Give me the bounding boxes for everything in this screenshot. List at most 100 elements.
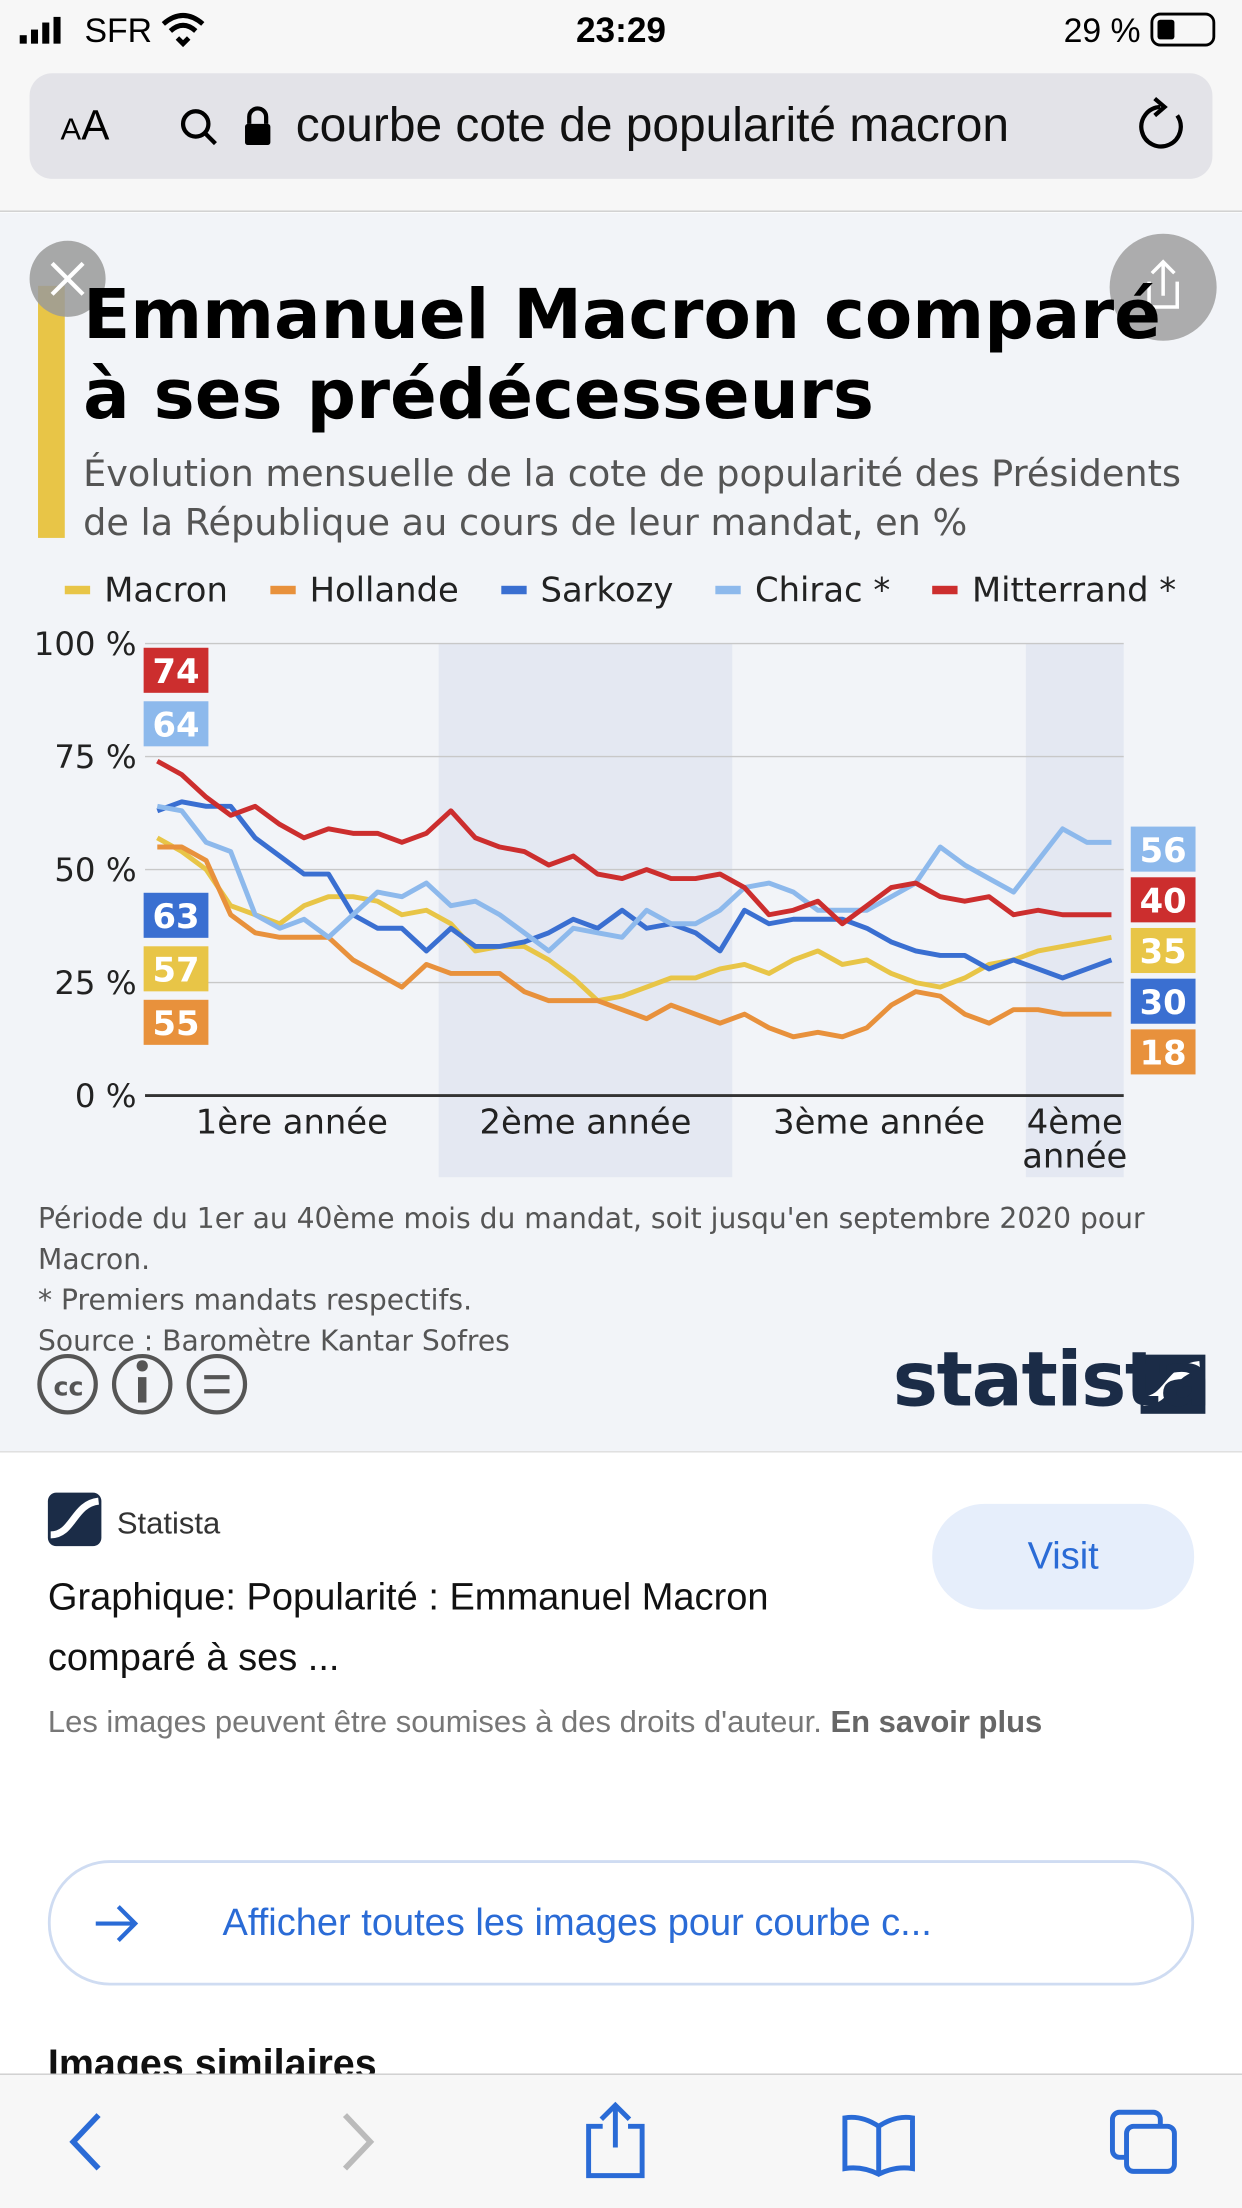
result-title[interactable]: Graphique: Popularité : Emmanuel Macron … <box>47 1575 769 1679</box>
value-label: 35 <box>1140 932 1187 971</box>
y-tick-label: 50 % <box>54 851 136 889</box>
reload-arrow <box>1153 96 1168 118</box>
period-label: 4ème année <box>1022 1102 1128 1176</box>
reload-icon[interactable] <box>1139 104 1183 149</box>
share-icon <box>1147 259 1179 309</box>
y-tick-label: 0 % <box>75 1077 137 1115</box>
note: * Premiers mandats respectifs. <box>38 1282 473 1317</box>
legend: Macron Hollande Sarkozy Chirac * Mitterrand … <box>64 570 1177 610</box>
notes: Période du 1er au 40ème mois du mandat, … <box>38 1198 1242 1361</box>
bookmarks-button[interactable] <box>842 2114 915 2177</box>
y-tick-label: 100 % <box>34 625 137 663</box>
copyright-notice: Les images peuvent être soumises à des d… <box>48 1693 1160 1751</box>
battery-level <box>1157 19 1175 40</box>
value-badge <box>1130 877 1196 923</box>
value-label: 63 <box>153 897 200 936</box>
chart-subtitle: Évolution mensuelle de la cote de popula… <box>83 453 1182 545</box>
cc-text: cc <box>54 1371 84 1401</box>
value-badge <box>143 892 209 938</box>
legend-label: Hollande <box>309 570 459 610</box>
toolbar <box>0 2074 1242 2208</box>
forward-button[interactable] <box>342 2113 375 2171</box>
by-icon-head <box>136 1360 148 1372</box>
more-images-label[interactable]: Afficher toutes les images pour courbe c… <box>222 1901 932 1944</box>
notice-text: Les images peuvent être soumises à des d… <box>47 1703 822 1740</box>
value-badge <box>1130 1029 1196 1075</box>
legend-swatch <box>715 585 741 595</box>
battery-percent: 29 % <box>1063 12 1141 51</box>
back-button[interactable] <box>69 2113 101 2171</box>
legend-item: Mitterrand * <box>932 570 1177 610</box>
value-label: 64 <box>153 705 200 744</box>
url-text[interactable]: courbe cote de popularité macron <box>295 98 1009 153</box>
value-badge <box>1130 927 1196 974</box>
series-line <box>156 758 1112 927</box>
value-label: 40 <box>1140 881 1187 920</box>
legend-label: Chirac * <box>755 570 891 610</box>
legend-label: Sarkozy <box>540 570 674 610</box>
value-badge <box>1130 826 1196 872</box>
legend-swatch <box>501 585 527 595</box>
chart-title: Emmanuel Macron comparé à ses prédécesse… <box>83 274 1161 436</box>
note: Période du 1er au 40ème mois du mandat, … <box>38 1201 1145 1276</box>
learn-more-link[interactable]: En savoir plus <box>830 1703 1043 1740</box>
share-tab-button[interactable] <box>586 2101 645 2179</box>
clock: 23:29 <box>575 11 667 51</box>
search-icon <box>180 109 211 139</box>
license-icons <box>37 1353 248 1415</box>
value-label: 57 <box>153 950 200 989</box>
brand-name: statista <box>892 1334 1211 1424</box>
url-bar[interactable] <box>29 73 1213 179</box>
legend-label: Macron <box>104 570 228 610</box>
visit-label[interactable]: Visit <box>1027 1534 1099 1578</box>
lock-icon <box>245 123 271 146</box>
value-label: 74 <box>153 652 200 691</box>
value-label: 30 <box>1140 983 1187 1022</box>
value-badge <box>143 647 209 693</box>
search-icon-handle <box>204 132 217 146</box>
legend-swatch <box>932 585 958 595</box>
legend-item: Hollande <box>270 570 459 610</box>
battery-icon <box>1150 12 1216 47</box>
value-badge <box>143 946 209 992</box>
signal-icon <box>19 16 61 44</box>
value-badge <box>143 999 209 1045</box>
text-size-button[interactable]: AA <box>60 102 110 150</box>
lock-shackle <box>247 106 269 124</box>
series-line <box>156 803 1112 954</box>
wifi-icon <box>161 13 205 48</box>
series-line <box>157 844 1112 1040</box>
period-label: 2ème année <box>479 1102 692 1143</box>
y-tick-label: 25 % <box>54 964 136 1002</box>
value-label: 56 <box>1140 831 1187 870</box>
brand-logo-mark <box>1142 1361 1201 1407</box>
visit-button[interactable] <box>932 1503 1195 1610</box>
y-tick-label: 75 % <box>54 738 136 776</box>
value-label: 55 <box>153 1004 200 1043</box>
value-badge <box>1130 978 1196 1024</box>
period-band <box>438 643 733 1178</box>
arrow-icon <box>95 1905 139 1942</box>
note: Source : Baromètre Kantar Sofres <box>38 1323 510 1358</box>
source-name[interactable]: Statista <box>116 1505 221 1541</box>
series-line <box>156 835 1112 1004</box>
legend-item: Sarkozy <box>501 570 674 610</box>
value-badge <box>143 701 209 747</box>
series-line <box>156 799 1113 981</box>
tabs-button-front <box>1124 2123 1177 2174</box>
carrier: SFR <box>84 12 153 51</box>
legend-swatch <box>270 585 296 595</box>
value-label: 18 <box>1140 1034 1187 1073</box>
legend-swatch <box>64 585 91 595</box>
period-label: 1ère année <box>195 1102 388 1143</box>
source-logo-mark <box>50 1497 100 1539</box>
legend-label: Mitterrand * <box>971 570 1177 610</box>
close-icon <box>50 261 85 296</box>
title-accent <box>38 285 65 538</box>
period-label: 3ème année <box>773 1102 985 1143</box>
more-images-button[interactable] <box>47 1860 1195 1986</box>
